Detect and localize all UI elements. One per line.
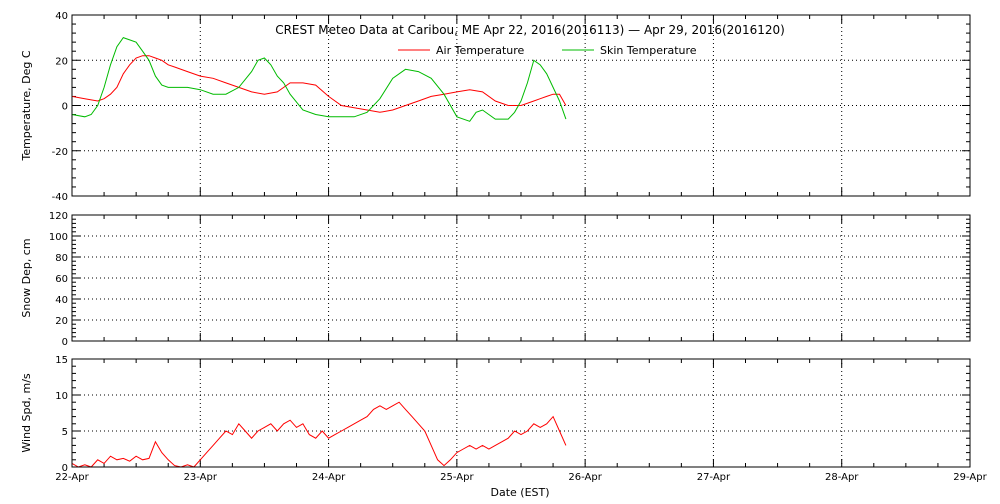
x-tick-label: 23-Apr <box>184 472 218 483</box>
x-tick-label: 27-Apr <box>697 472 731 483</box>
y-tick-label: 0 <box>62 463 68 474</box>
panels: -40 -20 0 20 40 Temperature, Deg C Air Tempera… <box>20 11 988 483</box>
chart-title: CREST Meteo Data at Caribou, ME Apr 22, … <box>275 23 785 37</box>
x-axis-title: Date (EST) <box>490 486 549 499</box>
plot-frame <box>71 14 971 197</box>
y-tick-label: 10 <box>55 391 68 402</box>
series-line-1 <box>71 401 567 468</box>
y-axis-title: Temperature, Deg C <box>20 50 33 161</box>
x-tick-label: 29-Apr <box>953 472 987 483</box>
x-tick-label: 28-Apr <box>825 472 859 483</box>
y-tick-label: 0 <box>62 337 68 348</box>
y-tick-label: -40 <box>52 192 68 203</box>
y-tick-label: 15 <box>55 355 68 366</box>
x-tick-label: 24-Apr <box>312 472 346 483</box>
series-line-2 <box>71 37 567 122</box>
plot-frame <box>71 358 971 468</box>
legend-item: Skin Temperature <box>562 44 697 57</box>
y-tick-label: 40 <box>55 295 68 306</box>
x-tick-label: 26-Apr <box>568 472 602 483</box>
plot-frame <box>71 214 971 342</box>
y-tick-label: 60 <box>55 274 68 285</box>
y-axis-title: Snow Dep, cm <box>20 238 33 317</box>
legend-label: Air Temperature <box>436 44 525 57</box>
series-line-1 <box>71 55 567 113</box>
y-tick-label: 20 <box>55 56 68 67</box>
y-tick-label: 20 <box>55 316 68 327</box>
y-tick-label: 120 <box>49 211 68 222</box>
x-tick-label: 22-Apr <box>55 472 89 483</box>
panel-1: -40 -20 0 20 40 Temperature, Deg C Air Tempera… <box>20 11 971 203</box>
x-tick-label: 25-Apr <box>440 472 474 483</box>
y-tick-label: -20 <box>52 147 68 158</box>
legend-label: Skin Temperature <box>600 44 697 57</box>
y-tick-label: 0 <box>62 102 68 113</box>
panel-2: 0 20 40 60 80 100 120 Snow Dep, cm <box>20 211 971 348</box>
y-axis-title: Wind Spd, m/s <box>20 373 33 453</box>
panel-3: 0 5 10 15 Wind Spd, m/s <box>20 355 971 474</box>
legend-item: Air Temperature <box>398 44 525 57</box>
y-tick-label: 40 <box>55 11 68 22</box>
y-tick-label: 80 <box>55 253 68 264</box>
y-tick-label: 5 <box>62 427 68 438</box>
y-tick-label: 100 <box>49 232 68 243</box>
